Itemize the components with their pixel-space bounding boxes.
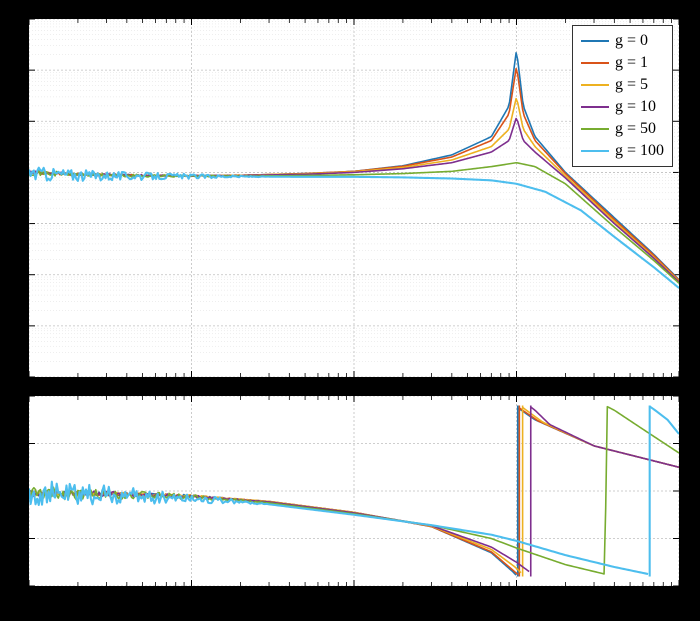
legend-swatch — [581, 128, 609, 130]
legend-swatch — [581, 106, 609, 108]
legend-label: g = 10 — [615, 98, 656, 116]
phase-panel — [28, 395, 680, 587]
phase-svg — [29, 396, 679, 586]
legend-entry: g = 10 — [581, 96, 664, 118]
legend-label: g = 1 — [615, 54, 648, 72]
magnitude-panel: g = 0 g = 1 g = 5 g = 10 g = 50 g = 100 — [28, 18, 680, 378]
legend-label: g = 5 — [615, 76, 648, 94]
figure: g = 0 g = 1 g = 5 g = 10 g = 50 g = 100 — [0, 0, 700, 621]
legend-swatch — [581, 40, 609, 42]
legend-entry: g = 100 — [581, 140, 664, 162]
legend-entry: g = 0 — [581, 30, 664, 52]
legend-label: g = 50 — [615, 120, 656, 138]
legend-entry: g = 5 — [581, 74, 664, 96]
legend-label: g = 0 — [615, 32, 648, 50]
legend: g = 0 g = 1 g = 5 g = 10 g = 50 g = 100 — [572, 25, 673, 167]
legend-entry: g = 1 — [581, 52, 664, 74]
legend-entry: g = 50 — [581, 118, 664, 140]
legend-label: g = 100 — [615, 142, 664, 160]
legend-swatch — [581, 84, 609, 86]
legend-swatch — [581, 150, 609, 152]
legend-swatch — [581, 62, 609, 64]
